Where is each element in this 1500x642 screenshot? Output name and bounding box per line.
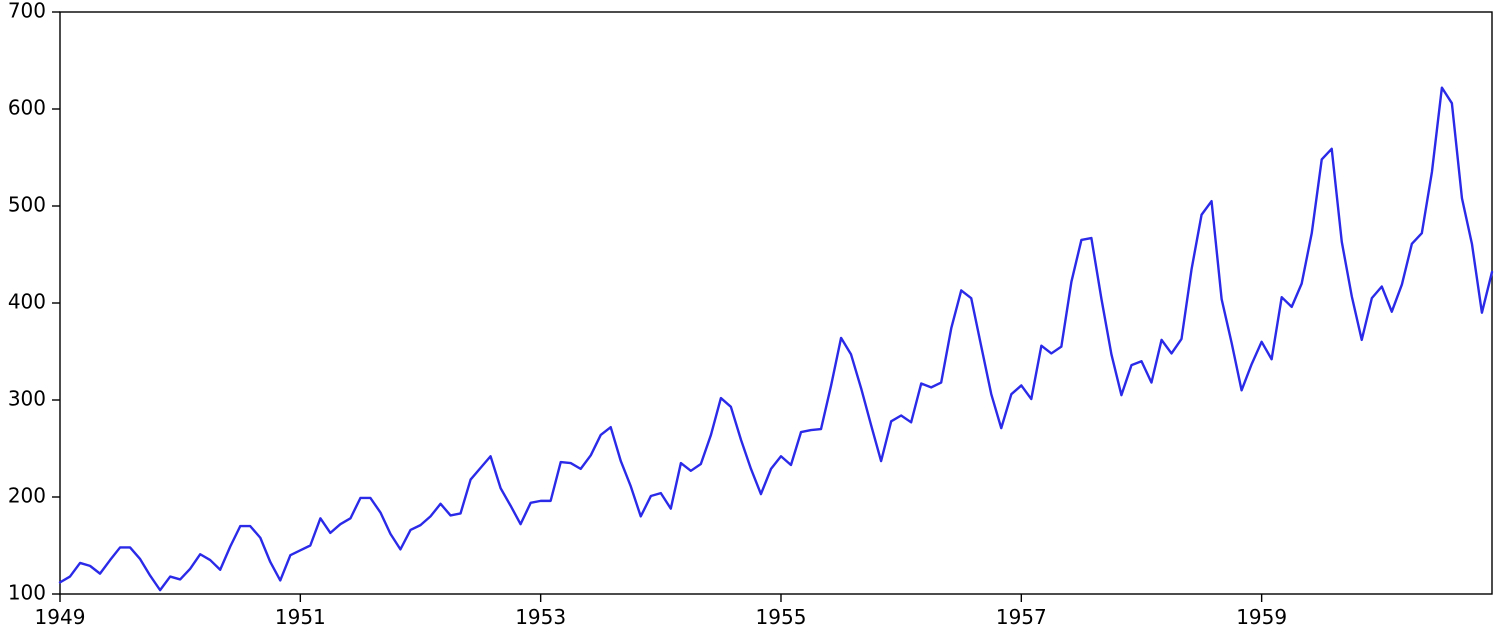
line-chart: 100 200 300 400 500 600 700 1949 1951 1953 1955 195… [0, 0, 1500, 642]
x-tick-label: 1957 [996, 605, 1047, 629]
chart-svg: 100 200 300 400 500 600 700 1949 1951 1953 1955 195… [0, 0, 1500, 642]
y-tick-label: 200 [8, 484, 46, 508]
x-tick-label: 1949 [35, 605, 86, 629]
y-tick-label: 100 [8, 581, 46, 605]
y-tick-label: 600 [8, 96, 46, 120]
y-tick-label: 500 [8, 193, 46, 217]
x-tick-label: 1955 [756, 605, 807, 629]
x-tick-label: 1953 [515, 605, 566, 629]
y-tick-label: 300 [8, 387, 46, 411]
y-tick-label: 400 [8, 290, 46, 314]
x-tick-label: 1959 [1236, 605, 1287, 629]
y-tick-label: 700 [8, 0, 46, 23]
x-tick-label: 1951 [275, 605, 326, 629]
